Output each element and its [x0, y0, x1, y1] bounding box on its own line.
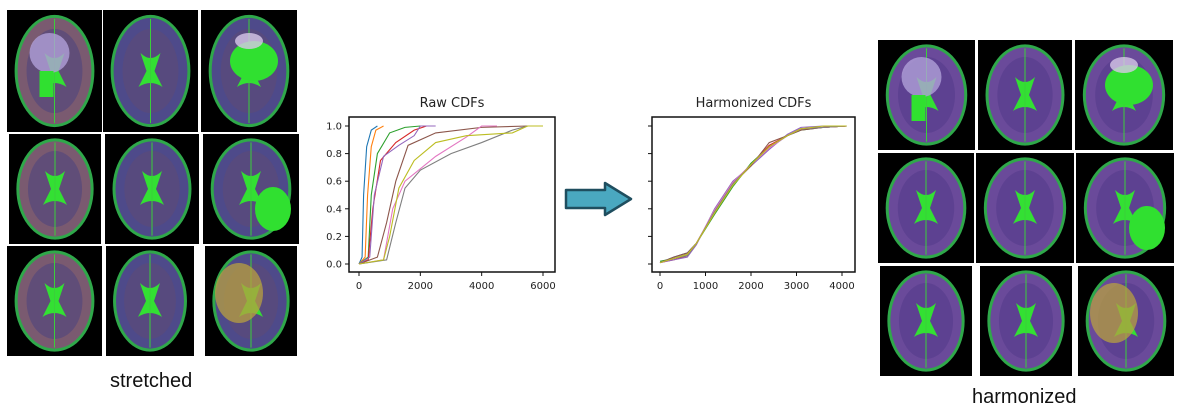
- series-line-8: [659, 125, 847, 264]
- x-tick-label: 3000: [784, 281, 809, 292]
- x-tick-label: 4000: [829, 281, 854, 292]
- series-line-7: [659, 125, 847, 264]
- stretched-image-grid: [7, 10, 299, 356]
- series-line-4: [659, 125, 847, 264]
- brain-mri-image: [105, 134, 199, 244]
- series-line-3: [659, 125, 847, 264]
- series-line-6: [358, 125, 497, 265]
- harmonized-caption: harmonized: [972, 386, 1077, 408]
- x-tick-label: 0: [356, 281, 362, 292]
- plot-frame: [651, 116, 856, 273]
- x-tick-label: 6000: [530, 281, 555, 292]
- brain-mri-image: [980, 266, 1072, 376]
- brain-mri-image: [878, 40, 975, 150]
- brain-mri-image: [976, 153, 1074, 263]
- brain-mri-image: [201, 10, 297, 132]
- raw-cdf-chart: Raw CDFs 0 2000 4000 6000 0.0 0.2 0.4 0.6 0.8 1.0: [326, 96, 556, 292]
- brain-mri-image: [1075, 40, 1173, 150]
- brain-mri-image: [9, 134, 101, 244]
- harmonized-image-grid: [878, 40, 1174, 376]
- y-tick-label: 0.0: [326, 260, 342, 271]
- y-tick-label: 0.4: [326, 204, 342, 215]
- y-tick-label: 0.8: [326, 149, 342, 160]
- series-line-2: [358, 125, 421, 265]
- x-tick-label: 0: [657, 281, 663, 292]
- chart-title: Raw CDFs: [420, 96, 485, 111]
- x-tick-label: 1000: [693, 281, 718, 292]
- x-tick-label: 2000: [738, 281, 763, 292]
- brain-mri-image: [106, 246, 194, 356]
- x-tick-label: 2000: [408, 281, 433, 292]
- series-line-5: [659, 125, 847, 264]
- y-tick-label: 1.0: [326, 122, 342, 133]
- brain-mri-image: [878, 153, 974, 263]
- series-line-3: [358, 125, 427, 265]
- chart-title: Harmonized CDFs: [696, 96, 812, 111]
- series-line-2: [659, 125, 847, 262]
- x-tick-label: 4000: [469, 281, 494, 292]
- series-line-4: [358, 125, 436, 265]
- series-line-8: [358, 125, 543, 265]
- brain-mri-image: [880, 266, 972, 376]
- brain-mri-image: [7, 10, 102, 132]
- y-tick-label: 0.6: [326, 177, 342, 188]
- series-line-0: [358, 125, 378, 265]
- y-tick-label: 0.2: [326, 232, 342, 243]
- series-line-5: [358, 125, 528, 265]
- stretched-caption: stretched: [110, 370, 193, 392]
- brain-mri-image: [978, 40, 1072, 150]
- brain-mri-image: [103, 10, 198, 132]
- series-line-0: [659, 125, 847, 264]
- series-line-6: [659, 125, 847, 264]
- brain-mri-image: [7, 246, 102, 356]
- series-line-1: [659, 125, 847, 264]
- brain-mri-image: [203, 134, 299, 244]
- brain-mri-image: [205, 246, 297, 356]
- plot-frame: [348, 116, 556, 273]
- right-arrow-icon: [564, 181, 633, 217]
- harmonized-cdf-chart: Harmonized CDFs 0 1000 2000 3000 4000: [648, 96, 856, 292]
- brain-mri-image: [1078, 266, 1174, 376]
- series-line-1: [358, 125, 384, 265]
- brain-mri-image: [1076, 153, 1174, 263]
- series-line-7: [358, 125, 528, 265]
